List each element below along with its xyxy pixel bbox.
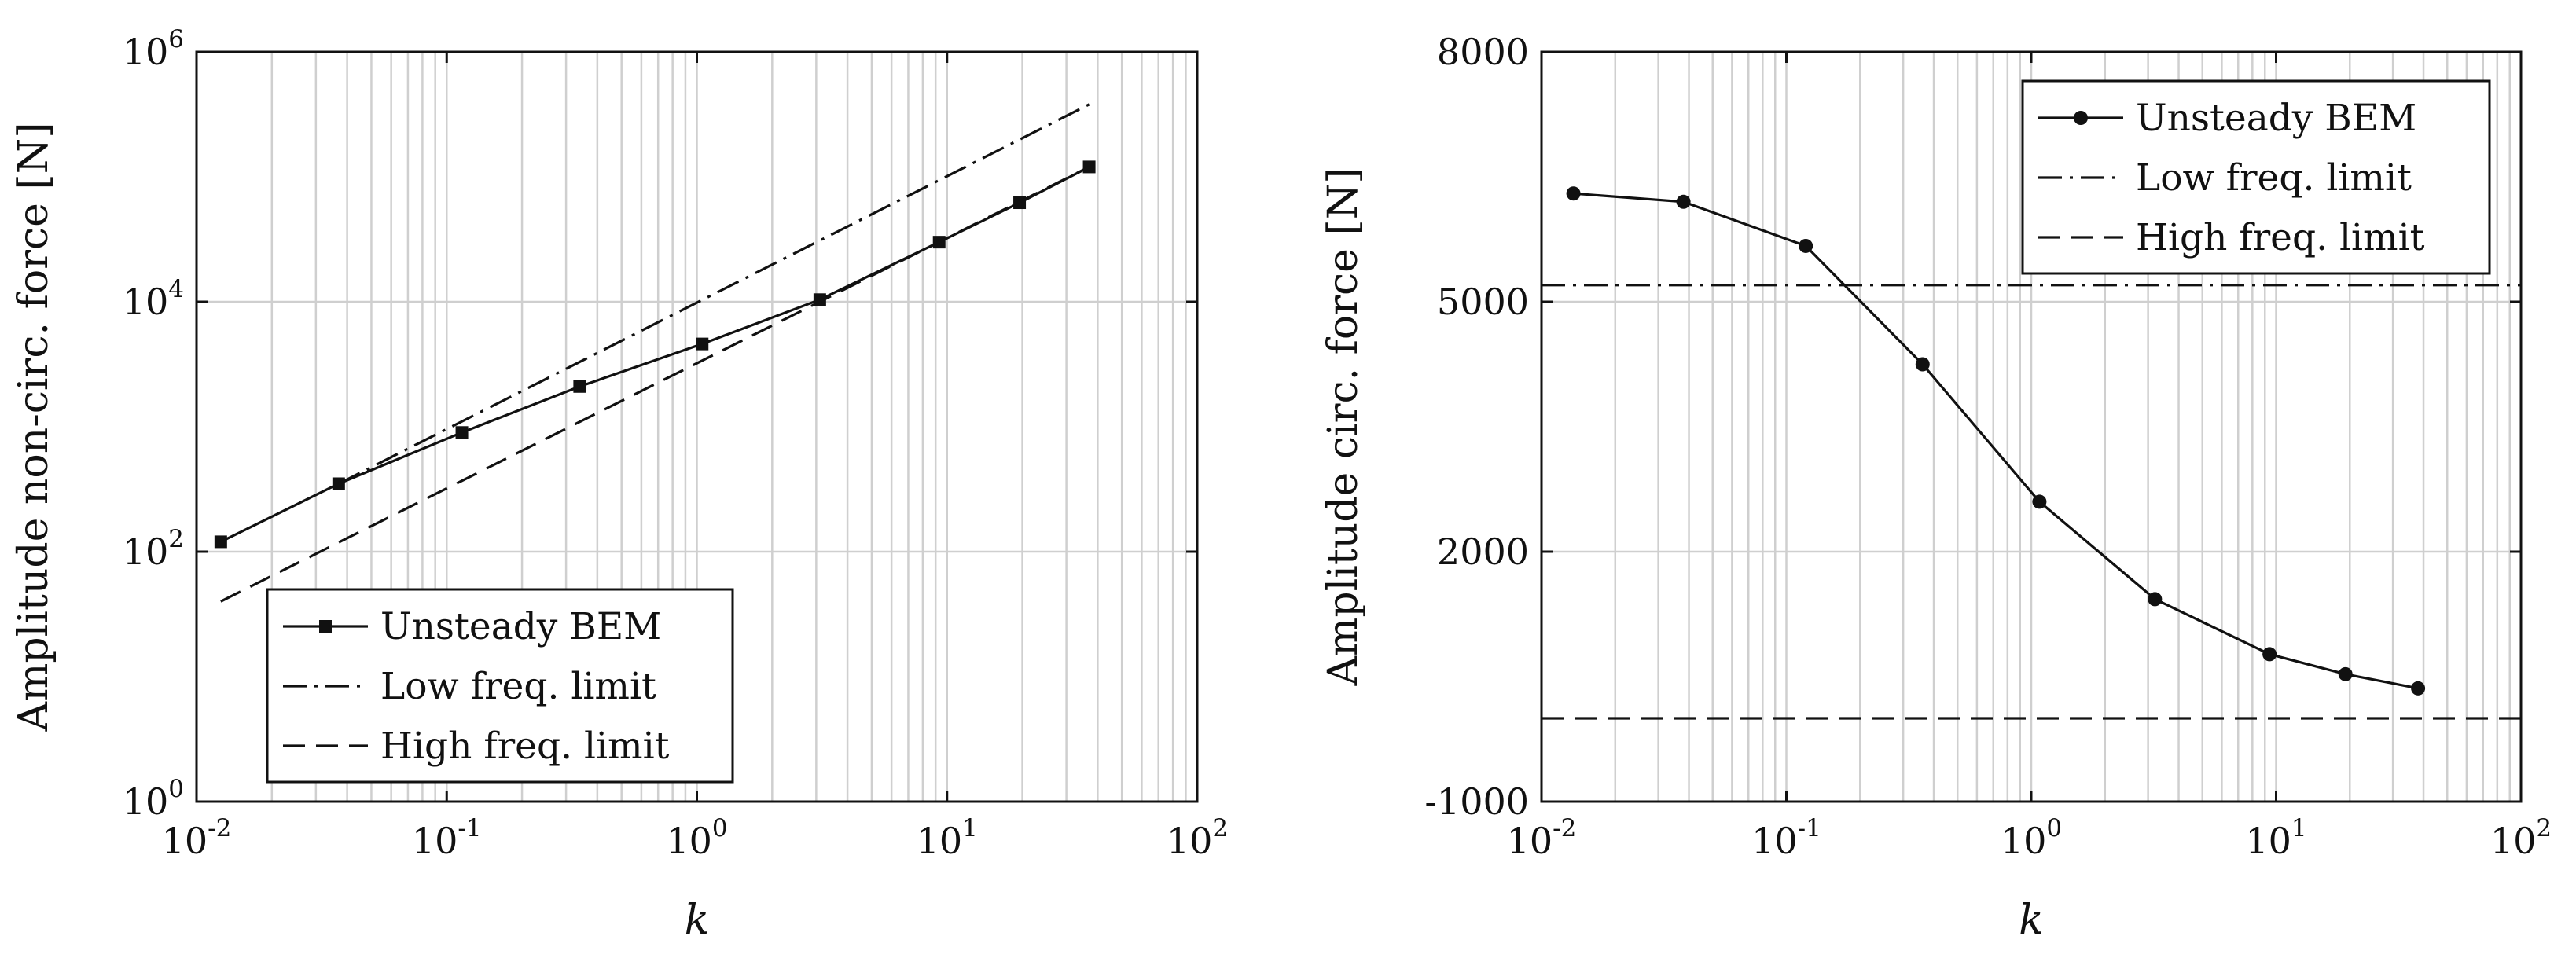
y-tick-label: 5000	[1437, 281, 1529, 323]
y-axis-label: Amplitude non-circ. force [N]	[10, 123, 57, 732]
data-point	[1676, 194, 1691, 209]
data-point	[2262, 647, 2277, 662]
data-point	[573, 380, 586, 393]
tick-marks	[195, 50, 1199, 803]
x-axis-label: k	[2019, 897, 2044, 944]
chart-2: 10-2 10-1 100 101 102 -1000 2000 5000 8000 k Ampli…	[1320, 31, 2552, 944]
series-line-2	[338, 103, 1090, 485]
series-line-3	[220, 165, 1090, 603]
x-tick-label: 10-2	[162, 814, 232, 862]
x-tick-label: 100	[666, 814, 727, 862]
data-point	[455, 426, 469, 439]
legend: Unsteady BEM Low freq. limit High freq. li…	[2021, 79, 2491, 275]
data-point	[1566, 186, 1581, 201]
data-point	[696, 337, 709, 351]
y-tick-label: 2000	[1437, 530, 1529, 573]
x-tick-label: 101	[917, 814, 978, 862]
x-axis-label: k	[685, 897, 710, 944]
legend-label: Low freq. limit	[380, 665, 656, 708]
x-tick-label: 10-1	[1751, 814, 1821, 862]
plot-area	[1542, 186, 2521, 720]
legend-label: Low freq. limit	[2136, 156, 2412, 200]
y-tick-label: 102	[123, 525, 184, 573]
y-tick-label: 100	[123, 775, 184, 823]
legend-marker	[319, 620, 332, 633]
y-tick-label: 106	[123, 25, 184, 73]
x-tick-label: 100	[2001, 814, 2062, 862]
data-point	[1799, 238, 1813, 253]
plot-area	[214, 103, 1096, 603]
x-tick-label: 10-1	[412, 814, 482, 862]
y-tick-label: -1000	[1424, 780, 1529, 823]
data-point	[2338, 666, 2353, 681]
x-tick-label: 102	[2490, 814, 2552, 862]
y-axis-label: Amplitude circ. force [N]	[1320, 167, 1367, 686]
x-tick-label: 102	[1167, 814, 1228, 862]
legend-label: Unsteady BEM	[380, 605, 661, 648]
legend-label: Unsteady BEM	[2136, 97, 2416, 140]
legend-label: High freq. limit	[2136, 216, 2425, 259]
data-point	[2148, 592, 2163, 607]
x-tick-label: 10-2	[1507, 814, 1577, 862]
data-point	[1915, 357, 1930, 372]
legend-label: High freq. limit	[380, 725, 670, 768]
series-line-1	[220, 165, 1090, 543]
data-point	[2032, 494, 2047, 509]
data-point	[214, 535, 227, 549]
legend: Unsteady BEM Low freq. limit High freq. li…	[266, 588, 734, 784]
y-tick-label: 8000	[1437, 31, 1529, 73]
x-tick-label: 101	[2245, 814, 2306, 862]
data-point	[2411, 681, 2426, 696]
legend-marker	[2074, 111, 2088, 125]
chart-1: 10-2 10-1 100 101 102 100 102 104 106 k Amplitude …	[10, 25, 1228, 944]
tick-marks	[1540, 50, 2523, 803]
y-tick-label: 104	[123, 275, 184, 323]
